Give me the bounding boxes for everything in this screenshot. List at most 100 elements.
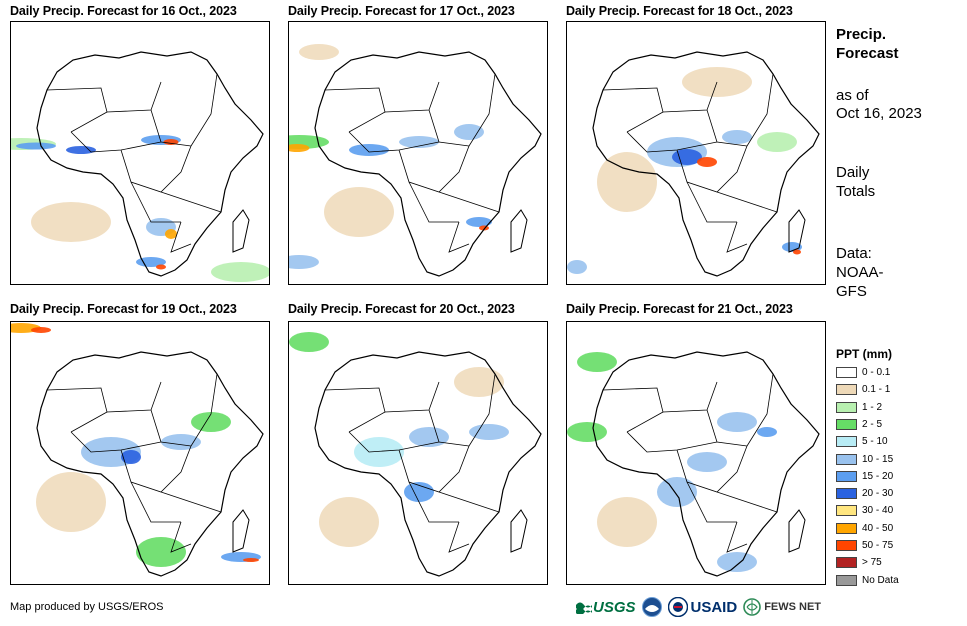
side-heading-line2: Forecast — [836, 45, 899, 62]
legend-swatch — [836, 401, 857, 413]
fews-globe-icon — [743, 598, 761, 616]
panel-title-3: Daily Precip. Forecast for 18 Oct., 2023 — [566, 4, 793, 18]
precip-area — [466, 217, 492, 227]
country-border — [106, 381, 162, 413]
usgs-wordmark: USGS — [593, 598, 636, 616]
precip-area — [324, 187, 394, 237]
panel-title-1: Daily Precip. Forecast for 16 Oct., 2023 — [10, 4, 237, 18]
legend-swatch — [836, 367, 857, 378]
precip-area — [161, 434, 201, 450]
legend-label: 30 - 40 — [862, 505, 894, 517]
precip-area — [354, 437, 404, 467]
legend-swatch — [836, 557, 857, 569]
precip-area — [299, 44, 339, 60]
precip-area — [66, 146, 96, 154]
forecast-map-5 — [288, 321, 548, 585]
precip-area — [319, 497, 379, 547]
legend-swatch — [836, 418, 857, 430]
legend-swatch — [836, 436, 857, 448]
country-border — [46, 87, 108, 133]
noaa-emblem-icon — [641, 597, 662, 617]
precip-area — [793, 249, 801, 255]
legend-title: PPT (mm) — [836, 347, 893, 361]
legend-item: No Data — [836, 574, 899, 587]
country-border — [106, 81, 162, 113]
precip-area — [156, 264, 166, 270]
africa-map-graphic — [567, 351, 820, 577]
country-border — [348, 131, 440, 153]
country-border — [448, 221, 470, 253]
country-border — [130, 481, 181, 523]
legend-swatch — [836, 470, 857, 482]
precip-area — [121, 450, 141, 464]
country-border — [170, 221, 192, 253]
precip-area — [657, 477, 697, 507]
madagascar-outline — [510, 209, 528, 253]
country-border — [716, 191, 778, 213]
country-border — [662, 381, 718, 413]
precip-area — [36, 472, 106, 532]
country-border — [130, 181, 181, 223]
country-border — [384, 381, 440, 413]
fews-wordmark: FEWS NET — [764, 601, 822, 613]
precip-area — [697, 157, 717, 167]
country-border — [468, 73, 496, 147]
country-border — [746, 73, 774, 147]
forecast-map-6 — [566, 321, 826, 585]
totals-line2: Totals — [836, 183, 876, 200]
precip-area — [717, 552, 757, 572]
precip-area — [289, 255, 319, 269]
usaid-wordmark: USAID — [690, 598, 738, 616]
madagascar-outline — [788, 509, 806, 553]
country-border — [448, 521, 470, 553]
legend-item: 0 - 0.1 — [836, 366, 890, 379]
precip-area — [567, 260, 587, 274]
map-credit: Map produced by USGS/EROS — [10, 601, 164, 613]
country-border — [120, 145, 192, 193]
country-border — [190, 373, 218, 447]
legend-swatch — [836, 384, 857, 396]
country-border — [468, 373, 496, 447]
totals-line1: Daily — [836, 164, 870, 181]
precip-area — [597, 152, 657, 212]
precip-area — [454, 124, 484, 140]
precip-area — [597, 497, 657, 547]
africa-coastline — [592, 51, 820, 277]
asof-label: as of — [836, 87, 869, 104]
legend-label: 2 - 5 — [862, 418, 883, 430]
side-heading-line1: Precip. — [836, 26, 887, 43]
precip-area — [717, 412, 757, 432]
legend-label: No Data — [862, 574, 899, 586]
africa-coastline — [592, 351, 820, 577]
legend-item: > 75 — [836, 556, 882, 569]
country-border — [46, 387, 108, 433]
legend-label: 5 - 10 — [862, 436, 888, 448]
legend-item: 20 - 30 — [836, 487, 893, 500]
legend-swatch — [836, 505, 857, 517]
africa-map-graphic — [289, 332, 542, 577]
legend-item: 1 - 2 — [836, 401, 882, 414]
legend-item: 15 - 20 — [836, 470, 893, 483]
legend-swatch — [836, 488, 857, 500]
precip-area — [567, 422, 607, 442]
panel-title-2: Daily Precip. Forecast for 17 Oct., 2023 — [288, 4, 515, 18]
country-border — [70, 131, 162, 153]
legend-swatch — [836, 540, 857, 551]
africa-coastline — [314, 51, 542, 277]
panel-title-5: Daily Precip. Forecast for 20 Oct., 2023 — [288, 302, 515, 316]
legend-label: 10 - 15 — [862, 453, 894, 465]
usaid-seal-icon — [667, 597, 688, 617]
legend-label: 0 - 0.1 — [862, 367, 891, 378]
forecast-map-2 — [288, 21, 548, 285]
precip-area — [454, 367, 504, 397]
legend-item: 40 - 50 — [836, 522, 893, 535]
precip-area — [243, 558, 259, 562]
usgs-logo: USGS — [576, 599, 636, 616]
panel-title-6: Daily Precip. Forecast for 21 Oct., 2023 — [566, 302, 793, 316]
country-border — [438, 191, 500, 213]
precip-area — [165, 229, 177, 239]
fews-logo: FEWS NET — [743, 598, 821, 616]
precip-area — [672, 149, 702, 165]
precip-area — [16, 142, 56, 150]
usgs-wave-icon — [576, 602, 592, 614]
